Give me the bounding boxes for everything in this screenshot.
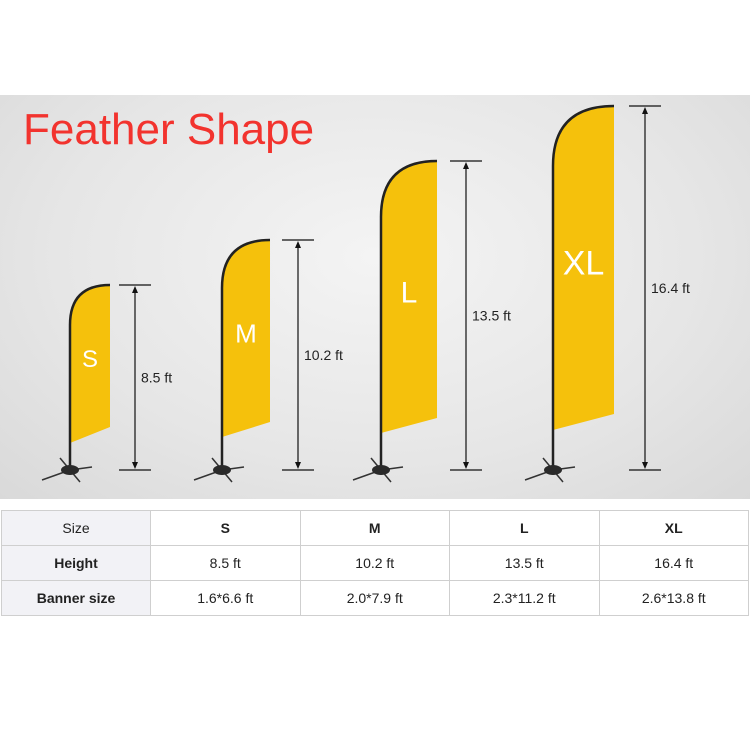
flag-pole	[68, 283, 111, 470]
flag-xl: XL 16.4 ft	[524, 104, 690, 483]
flag-banner	[222, 240, 270, 437]
flag-size-label: S	[82, 346, 98, 373]
height-label: 10.2 ft	[304, 347, 343, 363]
flag-pole	[551, 104, 615, 470]
flag-banner	[70, 285, 110, 443]
table-cell: 8.5 ft	[150, 545, 301, 581]
height-dimension: 8.5 ft	[119, 284, 172, 471]
flag-s: S 8.5 ft	[41, 283, 172, 483]
table-cell: 1.6*6.6 ft	[150, 580, 301, 616]
table-cell: 2.3*11.2 ft	[449, 580, 600, 616]
cross-base	[524, 457, 576, 483]
size-table: Size S M L XL Height 8.5 ft 10.2 ft 13.5 ft 16.4 …	[1, 510, 749, 616]
height-label: 13.5 ft	[472, 308, 511, 324]
table-cell: S	[150, 510, 301, 546]
row-header: Height	[1, 545, 151, 581]
height-dimension: 13.5 ft	[450, 160, 511, 471]
height-dimension: 16.4 ft	[629, 105, 690, 471]
table-row: Size S M L XL	[1, 510, 749, 546]
table-row: Banner size 1.6*6.6 ft 2.0*7.9 ft 2.3*11.2 …	[1, 580, 749, 616]
flag-banner	[553, 106, 614, 430]
flag-size-label: M	[235, 318, 257, 348]
height-label: 8.5 ft	[141, 370, 172, 386]
cross-base	[193, 457, 245, 483]
flags-illustration: S 8.5 ft M 10.2 ft L 13.5 ft XL 16.4 ft	[41, 104, 690, 483]
flag-l: L 13.5 ft	[352, 159, 511, 483]
flag-m: M 10.2 ft	[193, 238, 343, 483]
cross-base	[352, 457, 404, 483]
page-title: Feather Shape	[23, 105, 315, 154]
table-cell: XL	[598, 510, 749, 546]
flag-banner	[381, 161, 437, 433]
cross-base	[41, 457, 93, 483]
flag-pole	[220, 238, 271, 470]
table-cell: 2.6*13.8 ft	[598, 580, 749, 616]
table-cell: 16.4 ft	[598, 545, 749, 581]
flag-size-label: XL	[563, 244, 605, 282]
table-cell: 13.5 ft	[449, 545, 600, 581]
flag-pole	[379, 159, 438, 470]
table-cell: M	[299, 510, 450, 546]
product-scene	[0, 95, 750, 499]
table-cell: 2.0*7.9 ft	[299, 580, 450, 616]
height-dimension: 10.2 ft	[282, 239, 343, 471]
table-cell: 10.2 ft	[299, 545, 450, 581]
row-header: Size	[1, 510, 151, 546]
table-row: Height 8.5 ft 10.2 ft 13.5 ft 16.4 ft	[1, 545, 749, 581]
flag-size-label: L	[401, 276, 418, 309]
row-header: Banner size	[1, 580, 151, 616]
height-label: 16.4 ft	[651, 280, 690, 296]
table-cell: L	[449, 510, 600, 546]
